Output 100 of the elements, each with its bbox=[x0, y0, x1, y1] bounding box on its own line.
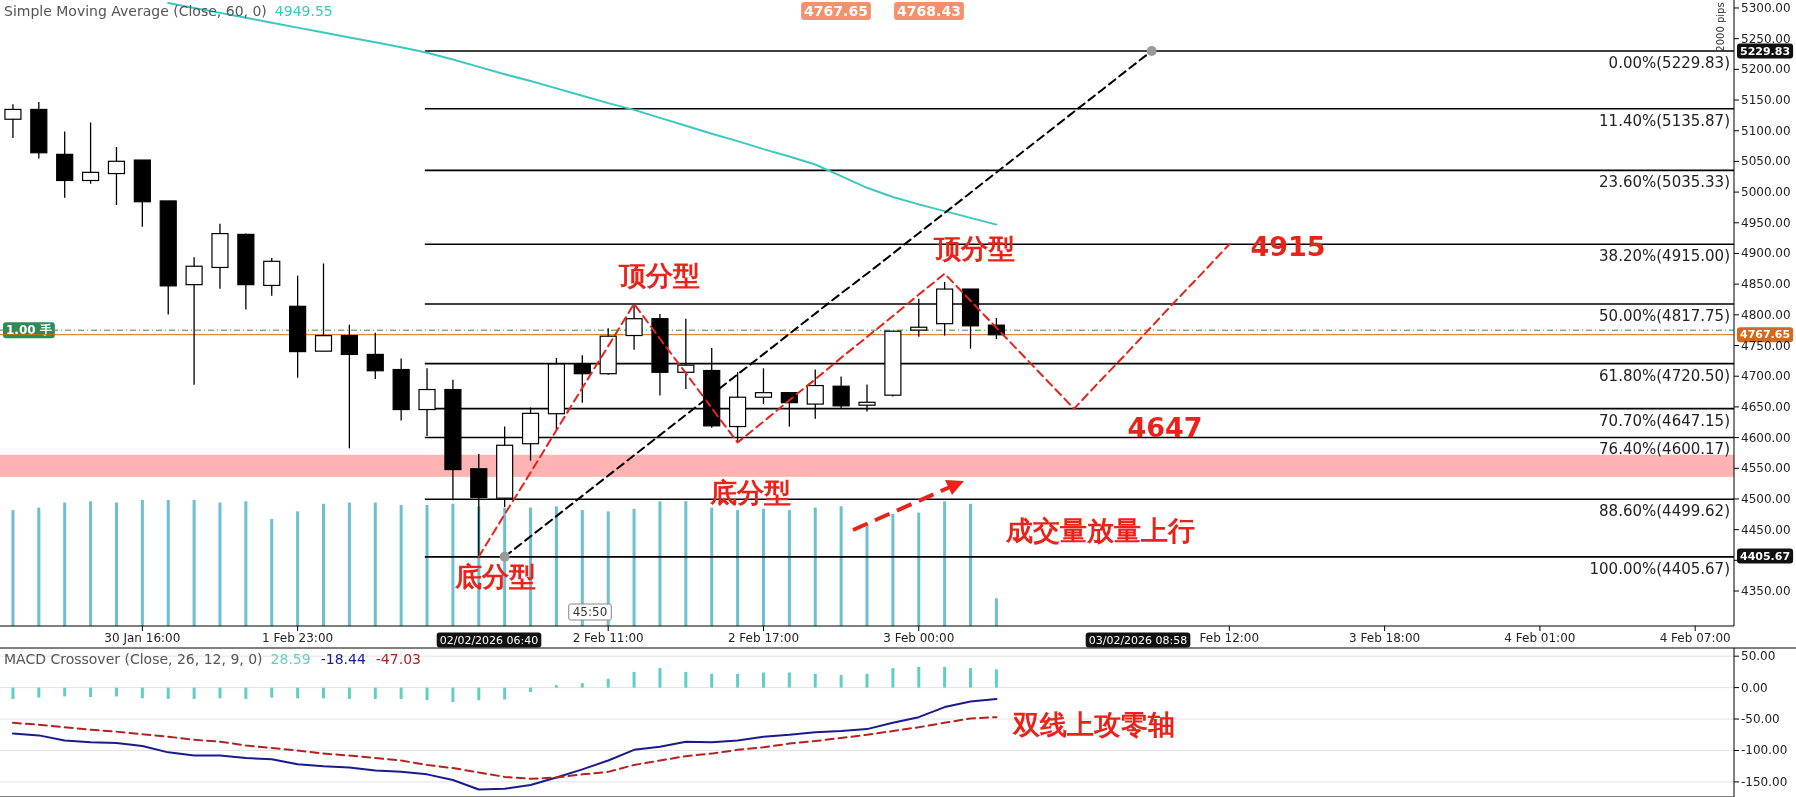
x-tick-label: 3 Feb 18:00 bbox=[1349, 631, 1421, 645]
series-label: 4949.55 bbox=[274, 3, 333, 19]
bar bbox=[347, 502, 351, 626]
y-tick-label: 5200.00 bbox=[1741, 62, 1791, 77]
ref-line-label: 61.80%(4720.50) bbox=[1599, 366, 1730, 385]
y-tick-label: 4950.00 bbox=[1741, 215, 1791, 230]
candlestick bbox=[4, 103, 22, 139]
bar bbox=[425, 505, 429, 626]
ref-line-label: 4767.65 bbox=[1740, 328, 1791, 342]
bar bbox=[63, 502, 67, 626]
bar bbox=[632, 508, 636, 626]
bar bbox=[684, 501, 688, 626]
annotation: 4647 bbox=[1127, 411, 1203, 443]
x-tick-label: 2 Feb 17:00 bbox=[727, 631, 800, 645]
ref-line-label: 23.60%(5035.33) bbox=[1599, 173, 1730, 192]
bar bbox=[322, 503, 326, 626]
ref-line-label: 0.00%(5229.83) bbox=[1608, 54, 1730, 73]
annotation: 4767.65 bbox=[804, 3, 868, 19]
bar bbox=[684, 671, 688, 688]
bar bbox=[529, 687, 533, 693]
bar bbox=[658, 501, 662, 626]
bar bbox=[813, 507, 817, 626]
annotation: 45:50 bbox=[572, 605, 608, 619]
bar bbox=[917, 666, 921, 688]
bar bbox=[736, 510, 740, 626]
bar bbox=[270, 518, 274, 626]
x-tick-label: 3 Feb 00:00 bbox=[883, 631, 955, 645]
annotation: 顶分型 bbox=[617, 259, 700, 291]
candlestick bbox=[340, 324, 358, 450]
bar bbox=[140, 500, 144, 626]
bar bbox=[89, 687, 93, 698]
candlestick bbox=[314, 262, 333, 352]
bar bbox=[218, 502, 222, 626]
bar bbox=[839, 675, 843, 688]
y-tick-label: -100.00 bbox=[1741, 743, 1788, 758]
bar bbox=[606, 678, 610, 688]
bar bbox=[891, 668, 895, 688]
bar bbox=[891, 513, 895, 626]
bar bbox=[114, 502, 118, 626]
bar bbox=[632, 671, 636, 688]
y-tick-label: -150.00 bbox=[1741, 774, 1788, 789]
bar bbox=[244, 501, 248, 626]
ref-line-label: 70.70%(4647.15) bbox=[1599, 411, 1730, 430]
bar bbox=[166, 500, 170, 626]
bar bbox=[451, 687, 455, 703]
ref-line-label: 11.40%(5135.87) bbox=[1599, 111, 1730, 130]
candlestick bbox=[366, 332, 384, 380]
bar bbox=[736, 673, 740, 688]
bar bbox=[37, 687, 41, 698]
bar bbox=[994, 669, 998, 688]
annotation: 2000 pips bbox=[1714, 2, 1726, 52]
annotation: 成交量放量上行 bbox=[1004, 514, 1195, 546]
y-tick-label: 5100.00 bbox=[1741, 123, 1791, 138]
candlestick bbox=[754, 367, 773, 405]
ref-line-label: 50.00%(4817.75) bbox=[1599, 306, 1730, 325]
bar bbox=[37, 507, 41, 626]
bar bbox=[761, 672, 765, 688]
y-tick-label: 4600.00 bbox=[1741, 430, 1791, 445]
bar bbox=[192, 500, 196, 626]
bar bbox=[710, 507, 714, 626]
ref-line-label: 38.20%(4915.00) bbox=[1599, 247, 1730, 266]
bar bbox=[813, 673, 817, 688]
bar bbox=[11, 687, 15, 699]
ref-line-label: 76.40%(4600.17) bbox=[1599, 440, 1730, 459]
y-tick-label: 4450.00 bbox=[1741, 522, 1791, 537]
bar bbox=[322, 687, 326, 699]
bar bbox=[244, 687, 248, 699]
bar bbox=[399, 505, 403, 626]
bar bbox=[943, 501, 947, 626]
bar bbox=[554, 506, 558, 626]
bar bbox=[503, 687, 507, 700]
y-tick-label: 5150.00 bbox=[1741, 93, 1791, 108]
bar bbox=[373, 687, 377, 699]
bar bbox=[373, 502, 377, 626]
y-tick-label: 4900.00 bbox=[1741, 246, 1791, 261]
candlestick bbox=[107, 146, 126, 206]
y-tick-label: 4550.00 bbox=[1741, 461, 1791, 476]
y-tick-label: 5300.00 bbox=[1741, 0, 1791, 15]
text: 5229.83 bbox=[1740, 44, 1791, 58]
ref-line-label: 88.60%(4499.62) bbox=[1599, 502, 1730, 521]
bar bbox=[166, 687, 170, 699]
bar bbox=[787, 672, 791, 688]
bar bbox=[839, 506, 843, 626]
bar bbox=[710, 673, 714, 688]
bar bbox=[994, 598, 998, 626]
x-tick-label: 30 Jan 16:00 bbox=[104, 631, 181, 645]
bar bbox=[63, 687, 67, 697]
line-series bbox=[11, 697, 998, 791]
bar bbox=[969, 668, 973, 688]
bar bbox=[969, 503, 973, 626]
x-tick-label: 4 Feb 07:00 bbox=[1659, 631, 1731, 645]
text: -47.03 bbox=[375, 651, 421, 667]
bar bbox=[865, 673, 869, 688]
bar bbox=[865, 525, 869, 626]
bar bbox=[114, 687, 118, 697]
bar bbox=[89, 501, 93, 626]
bar bbox=[451, 503, 455, 626]
x-tick-label: 1 Feb 23:00 bbox=[262, 631, 334, 645]
bar bbox=[192, 687, 196, 699]
text: 4405.67 bbox=[1740, 549, 1791, 563]
